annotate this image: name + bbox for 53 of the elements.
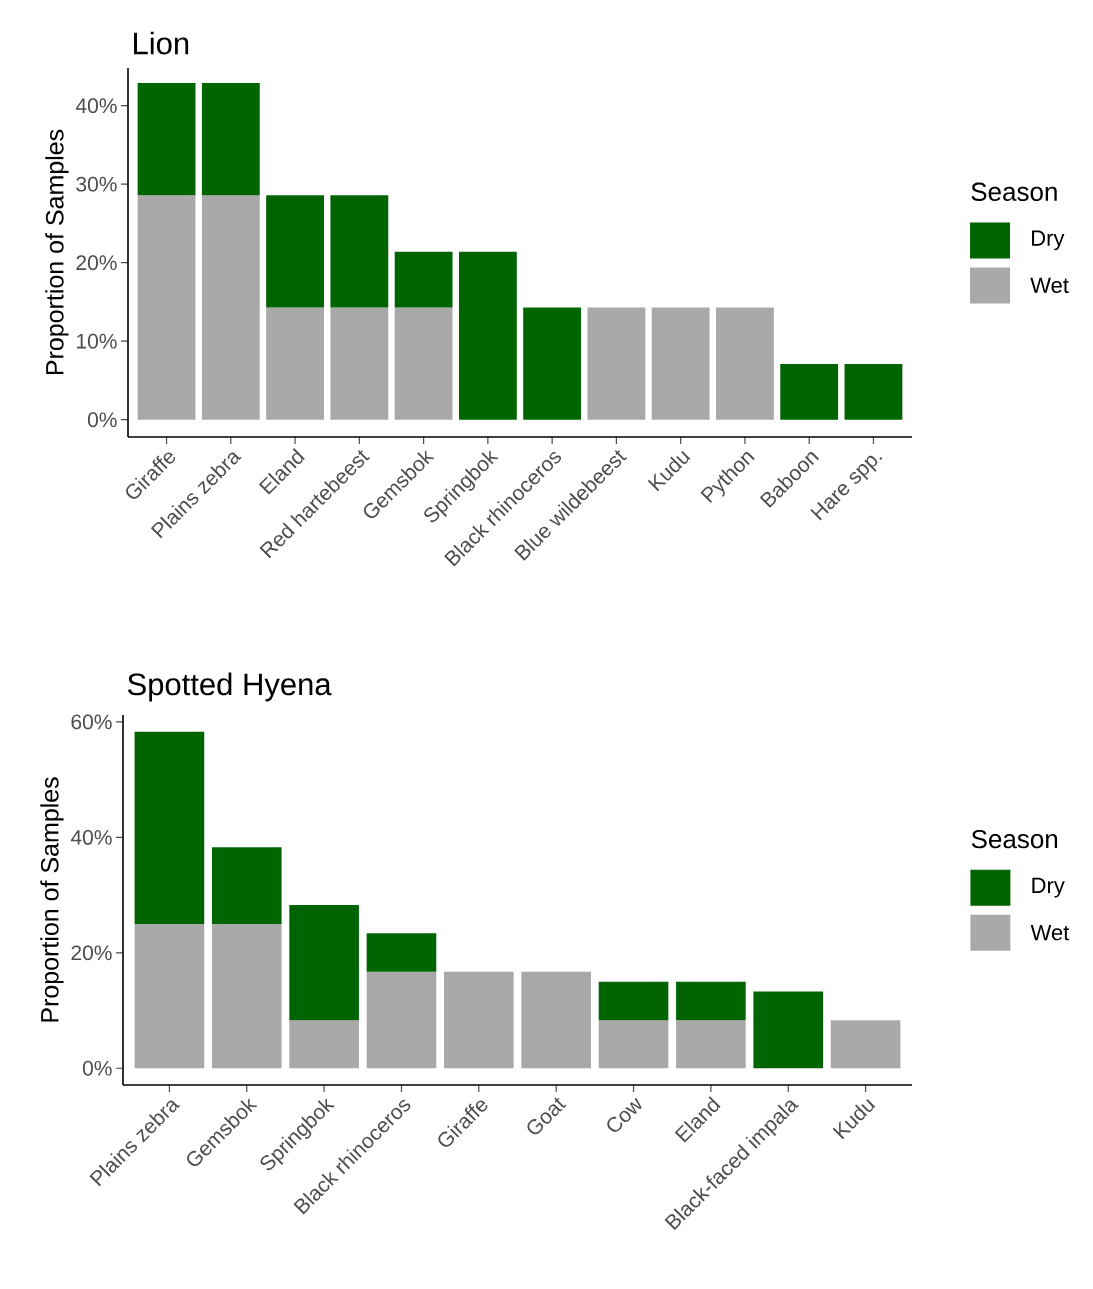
bar — [289, 1020, 359, 1069]
y-tick-label: 20% — [71, 945, 112, 961]
bar — [134, 923, 205, 1069]
bar — [201, 82, 260, 196]
bar — [330, 195, 389, 308]
bar — [201, 195, 260, 420]
bar — [587, 307, 646, 420]
y-tick-label: 10% — [77, 333, 117, 349]
x-tick-label: Cow — [607, 1097, 642, 1132]
y-tick-label: 40% — [75, 98, 117, 114]
bar — [330, 307, 389, 420]
y-tick-label: 0% — [87, 412, 117, 428]
bar — [366, 933, 437, 972]
bar — [266, 307, 324, 420]
bar — [523, 307, 582, 420]
bar — [716, 307, 774, 420]
bar — [137, 82, 196, 196]
y-tick-label: 30% — [76, 176, 117, 192]
bar — [394, 307, 453, 420]
y-tick-label: 40% — [70, 829, 112, 845]
bar — [211, 923, 282, 1069]
legend-label: Wet — [1030, 277, 1069, 294]
bar — [780, 363, 839, 420]
bar — [598, 1020, 669, 1069]
bar — [830, 1020, 901, 1069]
bar — [444, 971, 514, 1069]
bar — [211, 847, 282, 924]
legend-label: Wet — [1030, 925, 1070, 941]
bar — [266, 195, 324, 308]
bar — [676, 1020, 746, 1069]
y-axis-title: Proportion of Samples — [45, 129, 69, 375]
bar — [521, 971, 591, 1069]
bar — [598, 981, 669, 1021]
legend-title: Season — [971, 829, 1058, 849]
bar — [366, 971, 437, 1069]
bar — [458, 251, 517, 420]
bar — [651, 307, 710, 420]
y-tick-label: 60% — [71, 714, 112, 730]
bar — [676, 981, 746, 1021]
chart-title: Spotted Hyena — [127, 672, 332, 702]
bar — [753, 991, 824, 1069]
legend-label: Dry — [1032, 230, 1065, 251]
legend-title: Season — [971, 182, 1057, 201]
y-tick-label: 0% — [82, 1060, 112, 1076]
bar — [137, 195, 196, 420]
y-tick-label: 20% — [76, 255, 117, 271]
legend-label: Dry — [1032, 877, 1065, 898]
bar — [844, 363, 903, 420]
chart-title: Lion — [134, 31, 189, 55]
bar — [289, 904, 359, 1021]
bar — [394, 251, 453, 308]
bar — [134, 731, 205, 924]
y-axis-title: Proportion of Samples — [40, 777, 64, 1022]
